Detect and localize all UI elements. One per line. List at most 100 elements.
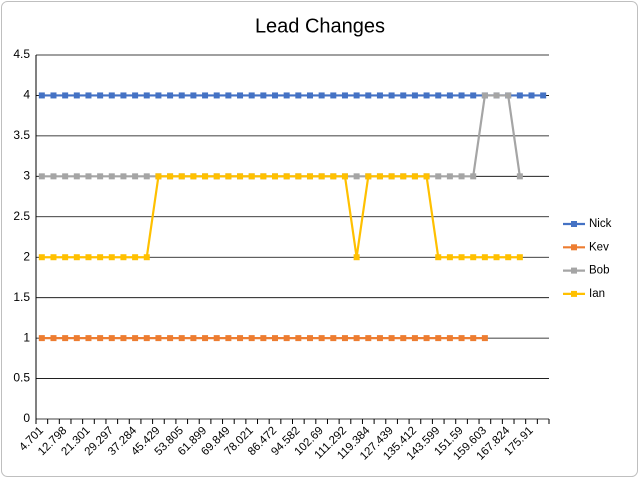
marker <box>213 92 220 99</box>
y-tick-label: 4.5 <box>13 47 30 61</box>
marker <box>353 92 360 99</box>
marker <box>73 335 80 342</box>
marker <box>318 92 325 99</box>
marker <box>213 173 220 180</box>
marker <box>435 335 442 342</box>
marker <box>446 92 453 99</box>
marker <box>481 335 488 342</box>
marker <box>108 173 115 180</box>
legend-marker <box>571 221 577 227</box>
marker <box>178 173 185 180</box>
marker <box>143 335 150 342</box>
marker <box>446 173 453 180</box>
marker <box>50 92 57 99</box>
marker <box>330 92 337 99</box>
marker <box>73 254 80 261</box>
marker <box>435 92 442 99</box>
marker <box>202 335 209 342</box>
marker <box>493 254 500 261</box>
marker <box>400 173 407 180</box>
marker <box>318 173 325 180</box>
marker <box>108 92 115 99</box>
marker <box>237 92 244 99</box>
marker <box>190 335 197 342</box>
marker <box>178 92 185 99</box>
marker <box>376 92 383 99</box>
marker <box>38 254 45 261</box>
marker <box>50 173 57 180</box>
marker <box>38 92 45 99</box>
legend-label: Kev <box>589 241 609 253</box>
marker <box>155 335 162 342</box>
marker <box>97 254 104 261</box>
marker <box>306 173 313 180</box>
marker <box>481 92 488 99</box>
marker <box>120 92 127 99</box>
marker <box>283 173 290 180</box>
marker <box>423 173 430 180</box>
legend-marker <box>571 267 577 274</box>
marker <box>283 335 290 342</box>
marker <box>446 254 453 261</box>
marker <box>143 173 150 180</box>
marker <box>120 335 127 342</box>
marker <box>97 173 104 180</box>
y-tick-label: 3 <box>23 169 30 183</box>
marker <box>458 254 465 261</box>
marker <box>505 254 512 261</box>
legend-marker <box>571 290 577 297</box>
marker <box>132 335 139 342</box>
marker <box>365 92 372 99</box>
marker <box>120 254 127 261</box>
marker <box>493 92 500 99</box>
marker <box>353 335 360 342</box>
marker <box>295 92 302 99</box>
marker <box>435 173 442 180</box>
y-tick-label: 3.5 <box>13 128 30 142</box>
marker <box>411 92 418 99</box>
marker <box>108 335 115 342</box>
marker <box>470 173 477 180</box>
marker <box>85 92 92 99</box>
y-tick-label: 1 <box>23 330 30 344</box>
marker <box>225 173 232 180</box>
marker <box>167 173 174 180</box>
chart-title: Lead Changes <box>255 15 385 37</box>
marker <box>62 92 69 99</box>
marker <box>85 254 92 261</box>
marker <box>190 92 197 99</box>
marker <box>306 335 313 342</box>
marker <box>376 173 383 180</box>
y-tick-label: 2.5 <box>13 209 30 223</box>
marker <box>330 335 337 342</box>
marker <box>272 173 279 180</box>
marker <box>73 173 80 180</box>
marker <box>458 335 465 342</box>
marker <box>143 254 150 261</box>
marker <box>516 254 523 261</box>
marker <box>295 335 302 342</box>
marker <box>505 92 512 99</box>
marker <box>50 254 57 261</box>
marker <box>272 92 279 99</box>
marker <box>132 254 139 261</box>
marker <box>411 173 418 180</box>
marker <box>516 92 523 99</box>
marker <box>143 92 150 99</box>
y-tick-label: 2 <box>23 249 30 263</box>
marker <box>341 335 348 342</box>
marker <box>190 173 197 180</box>
marker <box>481 254 488 261</box>
marker <box>167 335 174 342</box>
marker <box>388 335 395 342</box>
marker <box>248 335 255 342</box>
marker <box>435 254 442 261</box>
marker <box>97 92 104 99</box>
marker <box>318 335 325 342</box>
marker <box>306 92 313 99</box>
legend-label: Bob <box>589 265 609 277</box>
marker <box>260 92 267 99</box>
marker <box>353 173 360 180</box>
marker <box>272 335 279 342</box>
